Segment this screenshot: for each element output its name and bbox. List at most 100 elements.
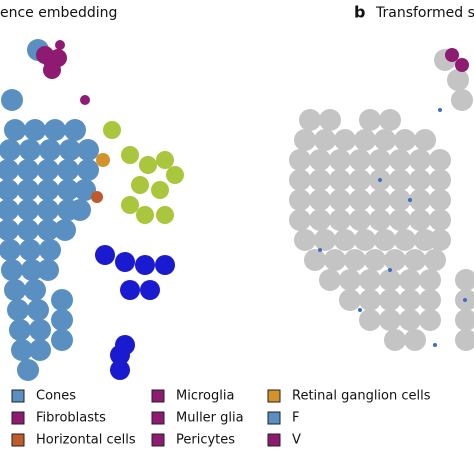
point <box>379 109 401 131</box>
point <box>319 269 341 291</box>
point <box>11 339 33 361</box>
point <box>349 189 371 211</box>
point <box>379 289 401 311</box>
point <box>429 149 451 171</box>
legend-swatch <box>267 411 281 425</box>
point <box>80 95 90 105</box>
point <box>0 159 19 181</box>
legend-swatch <box>151 433 165 447</box>
point <box>384 329 406 351</box>
point <box>21 259 43 281</box>
point <box>318 248 322 252</box>
point <box>369 209 391 231</box>
point <box>39 139 61 161</box>
point <box>384 249 406 271</box>
point <box>344 249 366 271</box>
point <box>419 309 441 331</box>
point <box>404 249 426 271</box>
legend-swatch <box>11 389 25 403</box>
point <box>24 279 46 301</box>
point <box>429 209 451 231</box>
point <box>299 109 321 131</box>
point <box>429 189 451 211</box>
point <box>409 149 431 171</box>
point <box>447 69 469 91</box>
point <box>409 209 431 231</box>
point <box>455 329 474 351</box>
panel-label: b <box>354 3 365 22</box>
point <box>349 169 371 191</box>
panel-title: Transformed s <box>375 5 474 21</box>
legend-swatch <box>151 411 165 425</box>
point <box>74 179 96 201</box>
point <box>294 229 316 251</box>
point <box>0 139 21 161</box>
point <box>354 229 376 251</box>
point <box>309 209 331 231</box>
point <box>289 209 311 231</box>
point <box>359 289 381 311</box>
point <box>389 149 411 171</box>
legend-label: Cones <box>36 389 76 404</box>
point <box>27 299 49 321</box>
legend-swatch <box>11 433 25 447</box>
point <box>339 269 361 291</box>
point <box>121 196 139 214</box>
point <box>37 259 59 281</box>
point <box>37 199 59 221</box>
point <box>1 259 23 281</box>
point <box>43 57 53 67</box>
legend-label: Horizontal cells <box>36 433 136 448</box>
point <box>388 268 392 272</box>
point <box>309 149 331 171</box>
legend-label: Microglia <box>176 389 234 404</box>
point-group <box>43 57 53 67</box>
point <box>29 319 51 341</box>
point <box>329 209 351 231</box>
point <box>17 179 39 201</box>
point <box>334 129 356 151</box>
point <box>374 229 396 251</box>
point <box>339 289 361 311</box>
point <box>309 189 331 211</box>
point <box>314 229 336 251</box>
point <box>389 169 411 191</box>
point <box>4 279 26 301</box>
point <box>17 359 39 381</box>
point <box>37 159 59 181</box>
legend-label: Muller glia <box>176 411 244 426</box>
point <box>359 109 381 131</box>
point <box>136 206 154 224</box>
point <box>414 129 436 151</box>
point-group <box>55 40 65 50</box>
point <box>309 169 331 191</box>
point <box>408 198 412 202</box>
point <box>324 249 346 271</box>
point <box>369 149 391 171</box>
point <box>115 335 135 355</box>
point <box>429 229 451 251</box>
legend-swatch <box>151 389 165 403</box>
point <box>455 58 469 72</box>
point <box>17 199 39 221</box>
point <box>77 159 99 181</box>
point <box>289 189 311 211</box>
point <box>64 119 86 141</box>
point <box>0 179 19 201</box>
point <box>369 189 391 211</box>
point <box>29 339 51 361</box>
point <box>359 269 381 291</box>
point <box>354 129 376 151</box>
point <box>39 239 61 261</box>
point <box>438 108 442 112</box>
point <box>131 176 149 194</box>
point <box>7 299 29 321</box>
point <box>455 309 474 331</box>
point <box>419 289 441 311</box>
panel-title: ence embedding <box>0 5 117 21</box>
point <box>349 149 371 171</box>
point-group <box>445 48 469 72</box>
point <box>51 329 73 351</box>
point <box>433 343 437 347</box>
